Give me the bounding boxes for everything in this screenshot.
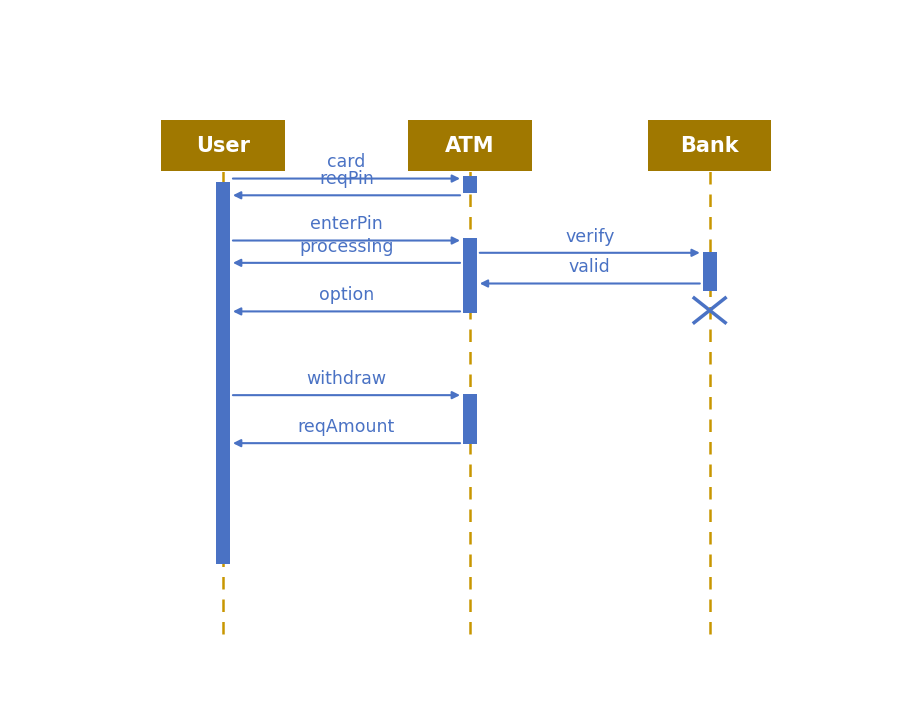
Text: User: User	[196, 136, 250, 156]
Text: ATM: ATM	[445, 136, 495, 156]
Bar	[463, 238, 477, 313]
Text: card: card	[328, 153, 366, 171]
Text: valid: valid	[569, 258, 611, 276]
Text: enterPin: enterPin	[310, 215, 383, 233]
Bar	[409, 120, 531, 171]
Bar	[216, 182, 230, 564]
Bar	[463, 176, 477, 193]
Text: withdraw: withdraw	[307, 370, 387, 388]
Text: option: option	[318, 286, 374, 304]
Bar	[648, 120, 772, 171]
Text: processing: processing	[299, 238, 394, 256]
Bar	[463, 394, 477, 444]
Text: Bank: Bank	[681, 136, 739, 156]
Bar	[703, 252, 717, 291]
Bar	[161, 120, 285, 171]
Text: verify: verify	[565, 228, 614, 246]
Text: reqAmount: reqAmount	[298, 418, 395, 436]
Text: reqPin: reqPin	[319, 170, 374, 188]
